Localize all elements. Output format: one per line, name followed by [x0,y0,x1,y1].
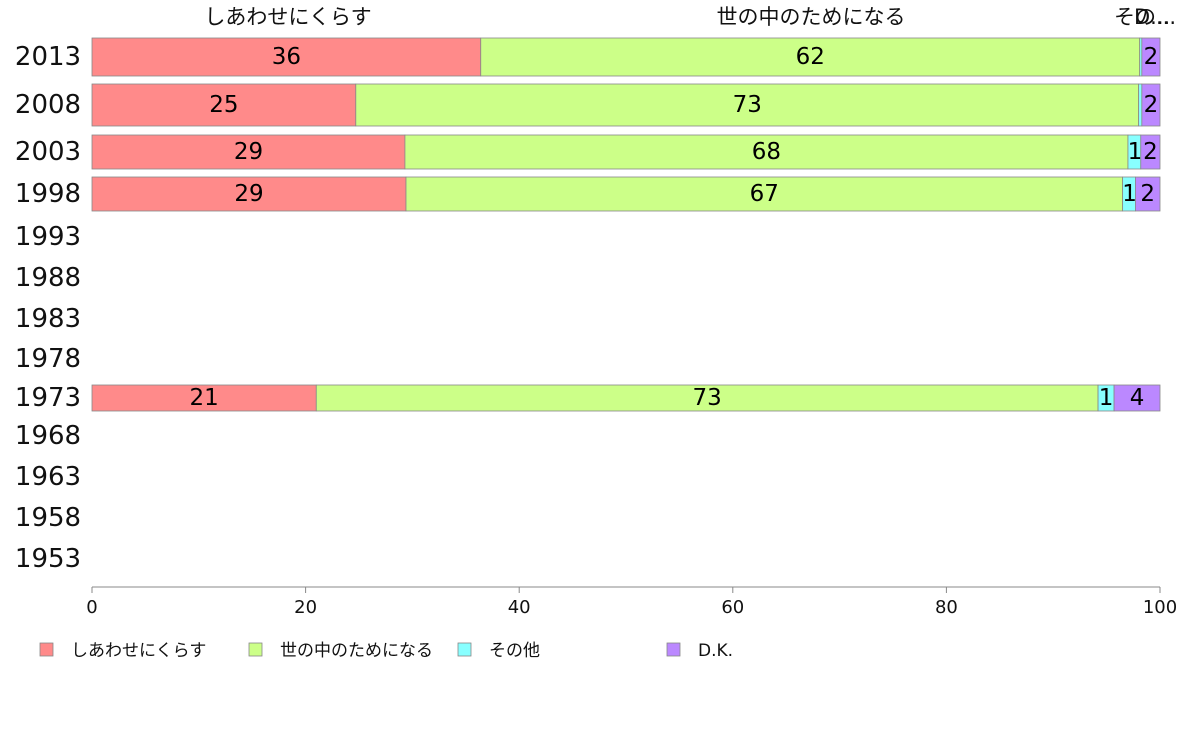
x-tick-label-20: 20 [294,597,317,618]
column-headers: しあわせにくらす 世の中のためになる その...D... [204,5,1176,29]
x-tick-label-0: 0 [86,597,97,618]
legend-label-0: しあわせにくらす [71,641,206,661]
bar-label-2003-s1: 68 [752,139,781,165]
bar-label-2008-s1: 73 [733,92,762,118]
bar-label-1973-s0: 21 [189,385,218,411]
bars: 36 62 225 73 229 68 1 229 67 1 221 73 1 4 [91,37,1161,412]
bar-segment-1998-s3 [1135,176,1161,212]
column-header-0: しあわせにくらす [204,5,371,29]
year-label-1983: 1983 [15,304,81,334]
bar-label-1973-s3: 4 [1130,385,1145,411]
year-label-2003: 2003 [15,137,81,167]
bar-label-2003-s2: 1 [1128,139,1143,165]
bar-segment-1998-s0 [91,176,407,212]
legend-swatch-3 [666,642,681,657]
bar-segment-2003-s3 [1140,134,1161,170]
bar-segment-2003-s1 [404,134,1129,170]
bar-segment-1973-s1 [315,384,1099,412]
x-tick-label-100: 100 [1143,597,1177,618]
bar-segment-2013-s0 [91,37,482,77]
bar-segment-2013-s3 [1141,37,1161,77]
legend-label-3: D.K. [698,641,733,661]
bar-segment-2013-s1 [480,37,1141,77]
x-axis: 0 20 40 60 80 100 [86,586,1177,618]
bar-label-1973-s1: 73 [693,385,722,411]
legend-swatch-0 [39,642,54,657]
bar-label-1973-s2: 1 [1099,385,1114,411]
legend-swatch-1 [248,642,263,657]
bar-label-1998-s0: 29 [234,181,263,207]
legend: しあわせにくらす 世の中のためになる その他 D.K. [39,641,733,661]
bar-label-2003-s0: 29 [234,139,263,165]
bar-label-2008-s0: 25 [209,92,238,118]
bar-label-1998-s2: 1 [1122,181,1137,207]
x-tick-label-40: 40 [508,597,531,618]
column-header-2: その... [1114,5,1176,29]
bar-label-1998-s3: 2 [1140,181,1155,207]
x-tick-label-80: 80 [935,597,958,618]
year-label-1973: 1973 [15,383,81,413]
bar-label-1998-s1: 67 [750,181,779,207]
year-label-1988: 1988 [15,263,81,293]
year-label-2008: 2008 [15,90,81,120]
bar-segment-1973-s3 [1113,384,1161,412]
bar-label-2003-s3: 2 [1143,139,1158,165]
column-header-3: D... [1134,5,1170,29]
year-label-1963: 1963 [15,462,81,492]
year-label-1998: 1998 [15,179,81,209]
year-label-2013: 2013 [15,42,81,72]
bar-segment-2008-s0 [91,83,357,127]
bar-segment-2008-s1 [355,83,1140,127]
column-header-1: 世の中のためになる [717,5,906,29]
x-tick-label-60: 60 [721,597,744,618]
legend-label-1: 世の中のためになる [280,641,433,661]
year-label-1958: 1958 [15,503,81,533]
year-label-1993: 1993 [15,222,81,252]
bar-segment-1973-s0 [91,384,317,412]
legend-swatch-2 [457,642,472,657]
bar-segment-2003-s0 [91,134,406,170]
bar-label-2013-s3: 2 [1144,44,1159,70]
bar-label-2013-s0: 36 [272,44,301,70]
year-label-1968: 1968 [15,421,81,451]
bar-label-2013-s1: 62 [796,44,825,70]
legend-label-2: その他 [489,641,540,661]
bar-segment-2008-s2 [1138,83,1143,127]
year-labels: 2013 2008 2003 1998 1993 1988 1983 1978 1973 1968… [15,42,81,574]
year-label-1978: 1978 [15,344,81,374]
year-label-1953: 1953 [15,544,81,574]
bar-label-2008-s3: 2 [1144,92,1159,118]
bar-segment-2008-s3 [1141,83,1161,127]
